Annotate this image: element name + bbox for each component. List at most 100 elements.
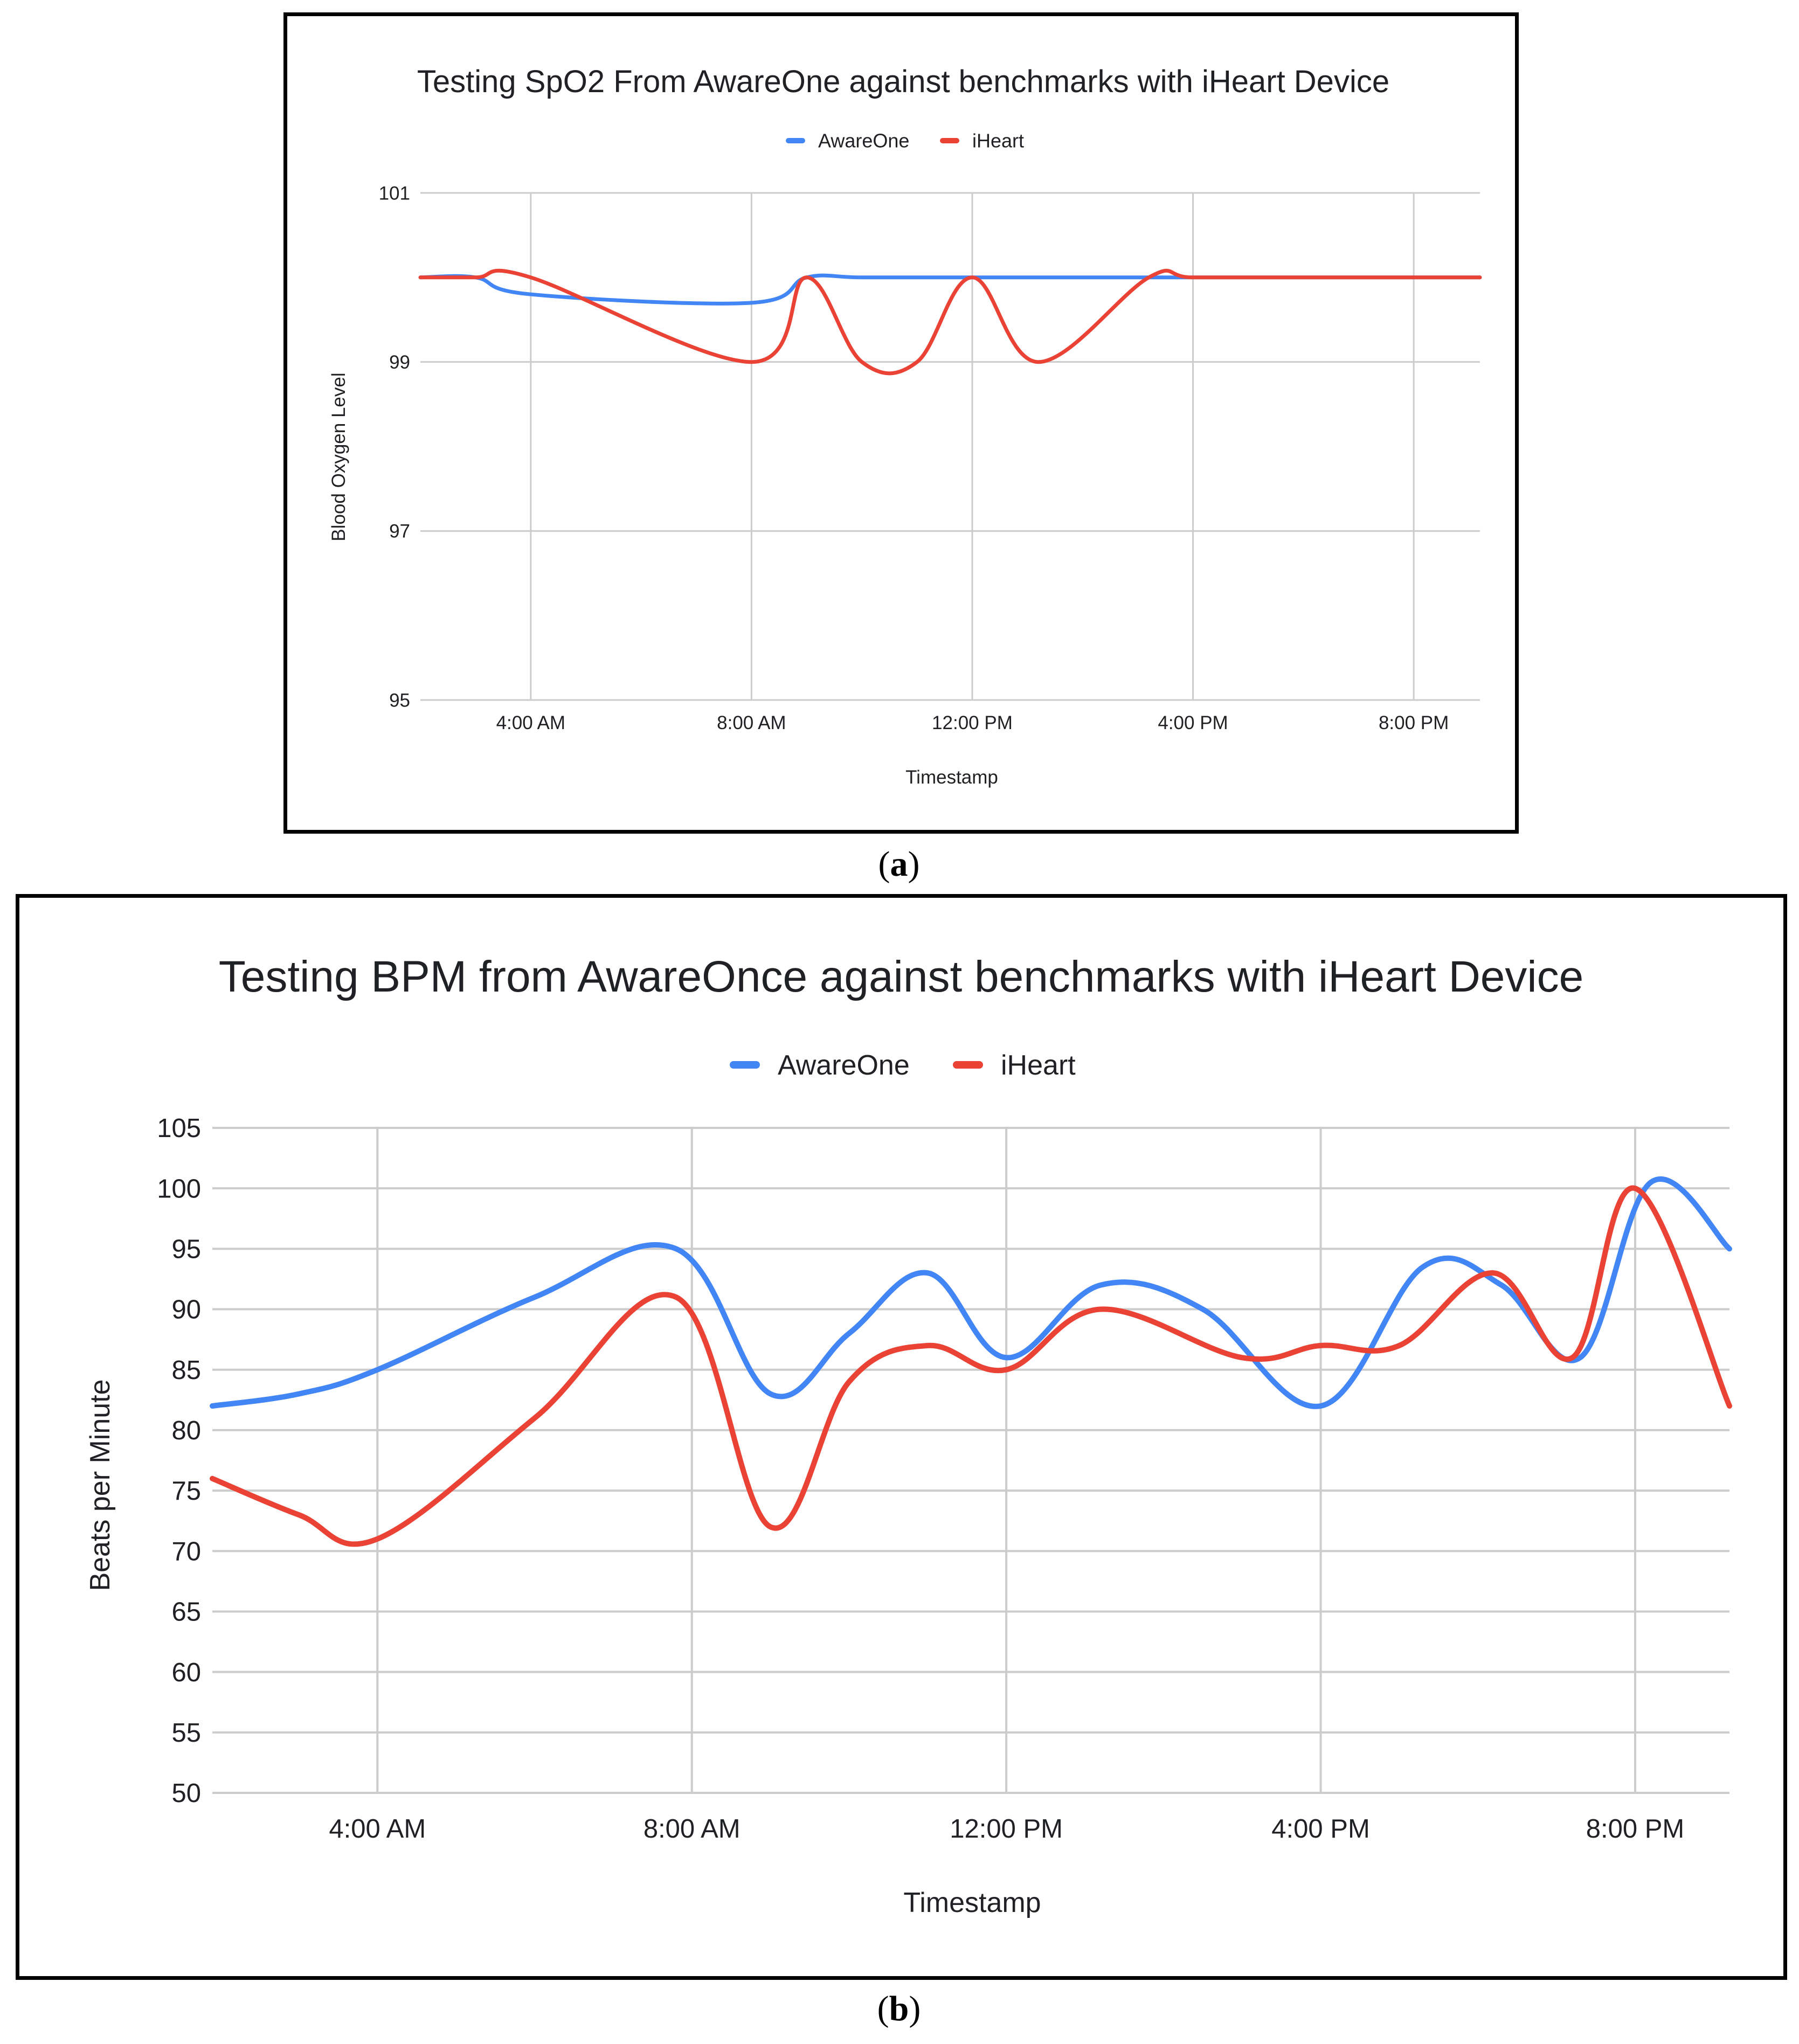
data-point-iheart <box>860 360 863 364</box>
data-point-awareone <box>1649 1180 1653 1184</box>
chart-title: Testing SpO2 From AwareOne against bench… <box>417 64 1389 99</box>
y-tick-label: 60 <box>171 1658 201 1687</box>
y-tick-label: 99 <box>389 352 410 373</box>
data-point-iheart <box>210 1476 215 1481</box>
data-point-iheart <box>1302 276 1305 279</box>
data-point-awareone <box>1577 1355 1582 1360</box>
data-point-iheart <box>296 1512 301 1517</box>
data-point-awareone <box>1004 1355 1009 1360</box>
series-line-iheart <box>418 268 1482 376</box>
data-point-awareone <box>529 293 532 296</box>
legend-label-awareone: AwareOne <box>818 130 909 152</box>
y-tick-label: 95 <box>171 1235 201 1264</box>
data-point-iheart <box>847 1380 852 1384</box>
y-tick-label: 85 <box>171 1356 201 1385</box>
x-tick-label: 8:00 PM <box>1379 712 1449 733</box>
legend-swatch-awareone <box>730 1061 760 1069</box>
chart-panel-bpm: Testing BPM from AwareOnce against bench… <box>16 894 1787 1980</box>
data-point-iheart <box>805 276 808 279</box>
data-point-iheart <box>1004 1367 1009 1372</box>
y-tick-label: 100 <box>157 1174 201 1203</box>
y-tick-label: 105 <box>157 1114 201 1143</box>
data-point-awareone <box>1499 1283 1504 1287</box>
data-point-iheart <box>1632 1186 1637 1191</box>
data-point-iheart <box>971 276 974 279</box>
data-point-awareone <box>1136 276 1139 279</box>
data-point-iheart <box>768 1525 773 1529</box>
x-tick-label: 12:00 PM <box>932 712 1013 733</box>
data-point-iheart <box>375 1536 380 1541</box>
legend-swatch-iheart <box>953 1061 983 1069</box>
y-tick-label: 97 <box>389 521 410 542</box>
data-point-awareone <box>210 1404 215 1409</box>
series-line-awareone <box>210 1176 1732 1409</box>
data-point-awareone <box>375 1367 380 1372</box>
caption-a: (a) <box>878 844 920 884</box>
data-point-iheart <box>1037 360 1040 364</box>
y-tick-label: 65 <box>171 1598 201 1627</box>
data-point-iheart <box>1727 1404 1732 1409</box>
y-tick-label: 50 <box>171 1779 201 1808</box>
data-point-awareone <box>674 1246 679 1251</box>
x-axis-label: Timestamp <box>903 1887 1041 1918</box>
data-point-iheart <box>925 1343 930 1348</box>
data-point-awareone <box>1421 1265 1426 1270</box>
data-point-iheart <box>529 276 532 279</box>
x-tick-label: 8:00 PM <box>1586 1814 1684 1844</box>
caption-b-letter: b <box>889 1989 909 2028</box>
data-point-iheart <box>674 1295 679 1300</box>
data-point-iheart <box>419 276 422 279</box>
y-tick-label: 75 <box>171 1477 201 1506</box>
data-point-awareone <box>1098 1283 1103 1287</box>
data-point-awareone <box>296 1391 301 1396</box>
data-point-awareone <box>1200 1307 1205 1312</box>
caption-b: (b) <box>877 1989 921 2028</box>
legend-label-awareone: AwareOne <box>778 1050 910 1081</box>
x-tick-label: 12:00 PM <box>950 1814 1063 1844</box>
y-tick-label: 90 <box>171 1295 201 1325</box>
data-point-awareone <box>1727 1246 1732 1251</box>
x-tick-label: 4:00 PM <box>1158 712 1228 733</box>
data-point-iheart <box>474 276 478 279</box>
y-tick-label: 70 <box>171 1537 201 1566</box>
y-tick-label: 101 <box>379 183 410 204</box>
data-point-awareone <box>925 1271 930 1276</box>
legend-label-iheart: iHeart <box>972 130 1024 152</box>
series-line-iheart <box>210 1185 1732 1547</box>
legend-label-iheart: iHeart <box>1001 1050 1076 1081</box>
y-axis-label: Beats per Minute <box>85 1379 116 1591</box>
y-axis-label: Blood Oxygen Level <box>328 372 349 541</box>
data-point-iheart <box>1240 1355 1244 1360</box>
data-point-awareone <box>532 1295 537 1300</box>
data-point-awareone <box>750 301 753 304</box>
data-point-awareone <box>860 276 863 279</box>
data-point-iheart <box>1570 1355 1575 1360</box>
legend-swatch-awareone <box>786 138 805 143</box>
data-point-iheart <box>1318 1343 1323 1348</box>
data-point-awareone <box>847 1331 852 1336</box>
data-point-awareone <box>1318 1404 1323 1409</box>
data-point-iheart <box>1191 276 1195 279</box>
data-point-iheart <box>1397 1343 1402 1348</box>
data-point-iheart <box>1478 276 1482 279</box>
x-tick-label: 8:00 AM <box>717 712 786 733</box>
data-point-iheart <box>750 360 753 364</box>
x-tick-label: 4:00 AM <box>329 1814 426 1844</box>
data-point-iheart <box>532 1416 537 1421</box>
data-point-iheart <box>1147 276 1151 279</box>
spo2-line-chart: Testing SpO2 From AwareOne against bench… <box>328 64 1482 788</box>
y-tick-label: 55 <box>171 1719 201 1748</box>
x-tick-label: 8:00 AM <box>644 1814 741 1844</box>
data-point-iheart <box>1491 1271 1496 1276</box>
data-point-iheart <box>915 360 919 364</box>
chart-title: Testing BPM from AwareOnce against bench… <box>219 952 1583 1001</box>
x-axis-label: Timestamp <box>905 767 998 788</box>
chart-panel-spo2: Testing SpO2 From AwareOne against bench… <box>283 12 1519 834</box>
x-tick-label: 4:00 PM <box>1271 1814 1369 1844</box>
data-point-iheart <box>1098 1307 1103 1312</box>
legend-swatch-iheart <box>940 138 959 143</box>
bpm-line-chart: Testing BPM from AwareOnce against bench… <box>85 952 1732 1918</box>
x-tick-label: 4:00 AM <box>496 712 565 733</box>
y-tick-label: 80 <box>171 1416 201 1445</box>
y-tick-label: 95 <box>389 690 410 711</box>
